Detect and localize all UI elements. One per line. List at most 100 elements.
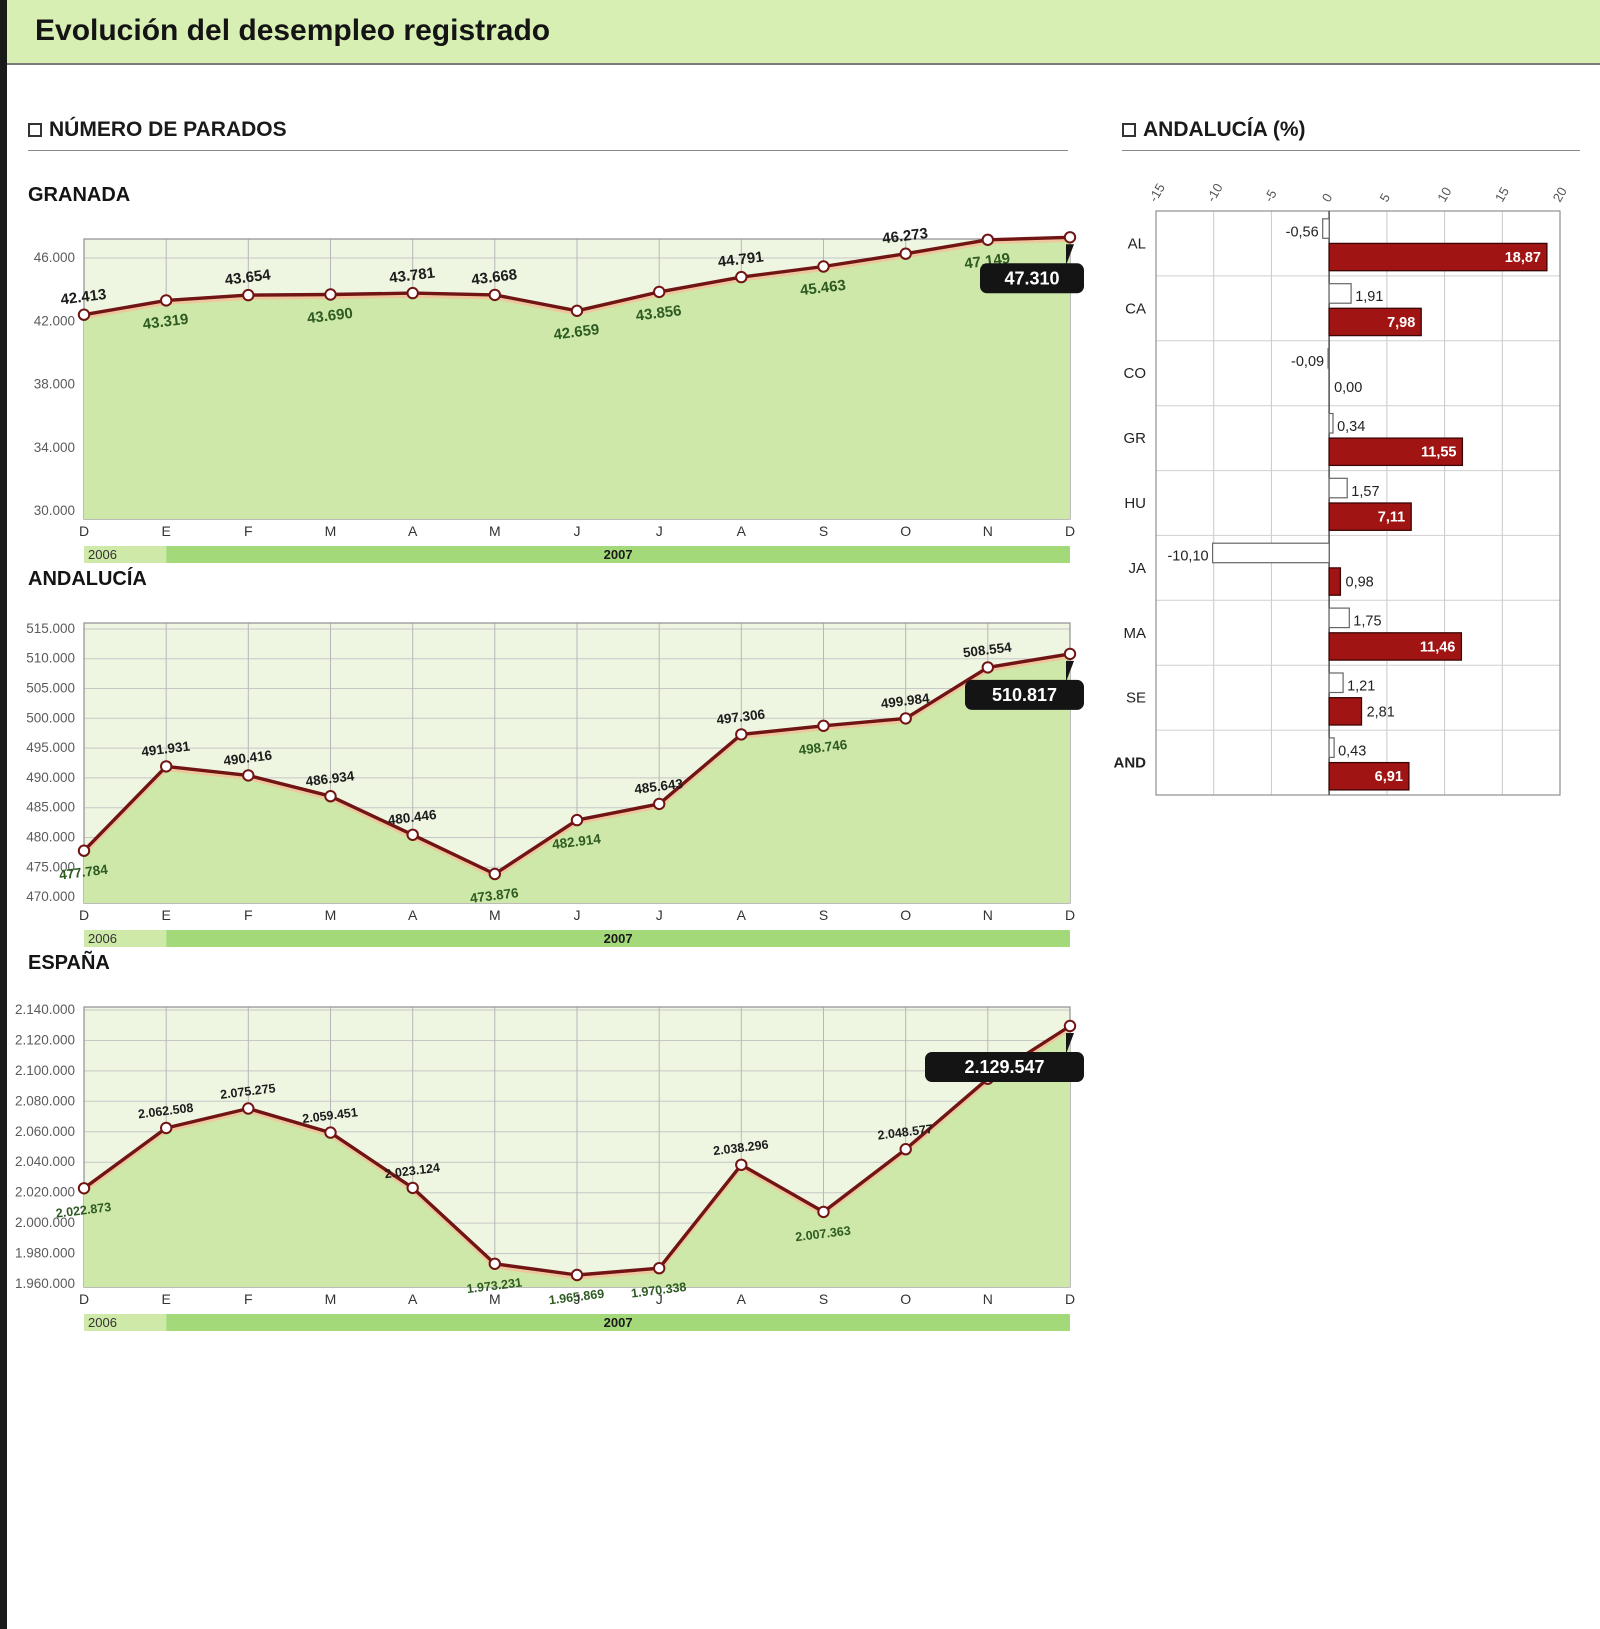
svg-text:0,98: 0,98 (1346, 575, 1374, 591)
svg-text:J: J (574, 523, 581, 539)
svg-text:A: A (408, 523, 418, 539)
svg-text:0,34: 0,34 (1337, 419, 1365, 435)
svg-text:34.000: 34.000 (34, 440, 75, 455)
svg-text:O: O (900, 523, 911, 539)
svg-text:495.000: 495.000 (26, 740, 75, 755)
svg-text:M: M (489, 523, 501, 539)
svg-text:A: A (737, 1291, 747, 1307)
svg-text:2,81: 2,81 (1367, 704, 1395, 720)
svg-text:F: F (244, 523, 253, 539)
svg-text:JA: JA (1128, 560, 1146, 577)
svg-text:1,75: 1,75 (1353, 614, 1381, 630)
svg-text:-10: -10 (1203, 181, 1225, 205)
svg-text:AL: AL (1128, 235, 1146, 252)
svg-text:0,00: 0,00 (1334, 380, 1362, 396)
svg-text:SE: SE (1126, 690, 1146, 707)
svg-text:2.140.000: 2.140.000 (15, 1002, 75, 1017)
svg-text:A: A (737, 907, 747, 923)
svg-text:15: 15 (1492, 184, 1512, 204)
svg-text:11,46: 11,46 (1420, 639, 1456, 655)
svg-text:-0,09: -0,09 (1291, 354, 1324, 370)
svg-text:2.020.000: 2.020.000 (15, 1185, 75, 1200)
svg-text:CO: CO (1124, 365, 1147, 382)
svg-text:7,11: 7,11 (1378, 510, 1405, 526)
svg-text:A: A (737, 523, 747, 539)
svg-text:M: M (325, 907, 337, 923)
svg-text:HU: HU (1124, 495, 1146, 512)
svg-text:2.080.000: 2.080.000 (15, 1093, 75, 1108)
svg-text:485.000: 485.000 (26, 800, 75, 815)
svg-text:M: M (489, 1291, 501, 1307)
svg-text:18,87: 18,87 (1505, 250, 1541, 266)
svg-text:D: D (79, 907, 89, 923)
svg-text:J: J (656, 1291, 663, 1307)
svg-text:5: 5 (1377, 191, 1394, 205)
svg-text:A: A (408, 907, 418, 923)
svg-text:2006: 2006 (88, 931, 117, 946)
svg-text:J: J (574, 907, 581, 923)
svg-text:2.040.000: 2.040.000 (15, 1154, 75, 1169)
svg-text:6,91: 6,91 (1375, 769, 1403, 785)
svg-text:M: M (489, 907, 501, 923)
svg-text:1.960.000: 1.960.000 (15, 1276, 75, 1291)
svg-text:MA: MA (1124, 625, 1147, 642)
svg-text:D: D (1065, 523, 1075, 539)
svg-text:F: F (244, 1291, 253, 1307)
svg-text:1,91: 1,91 (1355, 289, 1383, 305)
svg-text:O: O (900, 907, 911, 923)
svg-text:20: 20 (1550, 184, 1570, 204)
svg-text:2.129.547: 2.129.547 (964, 1057, 1044, 1077)
svg-text:AND: AND (1114, 755, 1147, 772)
svg-text:10: 10 (1434, 184, 1454, 204)
svg-text:M: M (325, 523, 337, 539)
svg-text:F: F (244, 907, 253, 923)
svg-text:11,55: 11,55 (1421, 445, 1457, 461)
svg-text:S: S (819, 523, 828, 539)
svg-text:42.000: 42.000 (34, 313, 75, 328)
svg-text:D: D (79, 1291, 89, 1307)
svg-text:CA: CA (1125, 300, 1146, 317)
svg-text:N: N (983, 523, 993, 539)
svg-text:-15: -15 (1146, 181, 1168, 205)
svg-text:1.980.000: 1.980.000 (15, 1246, 75, 1261)
svg-text:510.817: 510.817 (992, 685, 1057, 705)
svg-text:-0,56: -0,56 (1286, 224, 1319, 240)
svg-text:1,57: 1,57 (1351, 484, 1379, 500)
svg-text:2007: 2007 (604, 931, 633, 946)
svg-text:N: N (983, 907, 993, 923)
svg-text:S: S (819, 1291, 828, 1307)
svg-text:O: O (900, 1291, 911, 1307)
svg-text:0: 0 (1319, 191, 1336, 205)
svg-text:D: D (1065, 907, 1075, 923)
svg-text:480.000: 480.000 (26, 830, 75, 845)
svg-text:515.000: 515.000 (26, 621, 75, 636)
svg-text:30.000: 30.000 (34, 503, 75, 518)
svg-text:505.000: 505.000 (26, 681, 75, 696)
svg-text:E: E (162, 523, 171, 539)
svg-text:47.310: 47.310 (1004, 268, 1059, 288)
svg-text:N: N (983, 1291, 993, 1307)
svg-text:A: A (408, 1291, 418, 1307)
svg-text:2007: 2007 (604, 547, 633, 562)
svg-text:2006: 2006 (88, 547, 117, 562)
svg-text:J: J (656, 523, 663, 539)
svg-text:500.000: 500.000 (26, 710, 75, 725)
svg-text:510.000: 510.000 (26, 651, 75, 666)
svg-text:J: J (574, 1291, 581, 1307)
svg-text:J: J (656, 907, 663, 923)
svg-text:7,98: 7,98 (1387, 315, 1415, 331)
svg-text:470.000: 470.000 (26, 889, 75, 904)
svg-text:M: M (325, 1291, 337, 1307)
svg-text:2.060.000: 2.060.000 (15, 1124, 75, 1139)
svg-text:E: E (162, 907, 171, 923)
svg-text:490.000: 490.000 (26, 770, 75, 785)
svg-text:D: D (79, 523, 89, 539)
svg-text:D: D (1065, 1291, 1075, 1307)
svg-text:0,43: 0,43 (1338, 743, 1366, 759)
svg-text:2007: 2007 (604, 1315, 633, 1330)
svg-text:S: S (819, 907, 828, 923)
svg-text:GR: GR (1124, 430, 1147, 447)
svg-text:-5: -5 (1261, 187, 1280, 205)
svg-text:2.100.000: 2.100.000 (15, 1063, 75, 1078)
svg-text:-10,10: -10,10 (1167, 549, 1208, 565)
